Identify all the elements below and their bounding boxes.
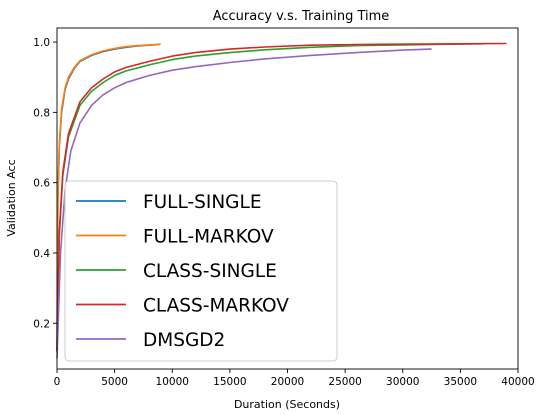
x-tick-label: 35000 <box>444 376 477 388</box>
legend-label-class-markov: CLASS-MARKOV <box>143 296 289 317</box>
series-lines <box>56 42 507 359</box>
y-tick-label: 0.6 <box>33 178 50 190</box>
series-line-full-markov <box>56 43 161 352</box>
x-tick-label: 15000 <box>213 376 246 388</box>
legend-label-full-single: FULL-SINGLE <box>143 192 262 213</box>
y-tick-label: 0.8 <box>33 107 50 119</box>
y-tick-label: 0.2 <box>33 318 50 330</box>
legend-items: FULL-SINGLE FULL-MARKOV CLASS-SINGLE CLASS-… <box>76 192 289 351</box>
legend: FULL-SINGLE FULL-MARKOV CLASS-SINGLE CLASS-… <box>64 180 338 362</box>
x-tick-label: 10000 <box>156 376 189 388</box>
legend-box <box>64 180 338 362</box>
legend-label-class-single: CLASS-SINGLE <box>143 261 277 282</box>
y-axis: 0.2 0.4 0.6 0.8 1.0 <box>33 37 57 330</box>
legend-label-full-markov: FULL-MARKOV <box>143 227 274 248</box>
x-tick-label: 30000 <box>386 376 419 388</box>
x-tick-label: 5000 <box>101 376 128 388</box>
x-tick-label: 0 <box>54 376 61 388</box>
x-axis: 0 5000 10000 15000 20000 25000 30000 35000 40000 <box>54 369 535 388</box>
legend-label-dmsgd2: DMSGD2 <box>143 330 225 351</box>
series-line-dmsgd2 <box>56 48 432 359</box>
chart-title: Accuracy v.s. Training Time <box>213 9 390 24</box>
x-tick-label: 25000 <box>328 376 361 388</box>
x-axis-label: Duration (Seconds) <box>234 398 340 411</box>
series-line-class-markov <box>56 42 507 352</box>
y-tick-label: 0.4 <box>33 248 50 260</box>
y-axis-label: Validation Acc <box>5 159 18 236</box>
x-tick-label: 40000 <box>501 376 534 388</box>
x-tick-label: 20000 <box>271 376 304 388</box>
y-tick-label: 1.0 <box>33 37 50 49</box>
